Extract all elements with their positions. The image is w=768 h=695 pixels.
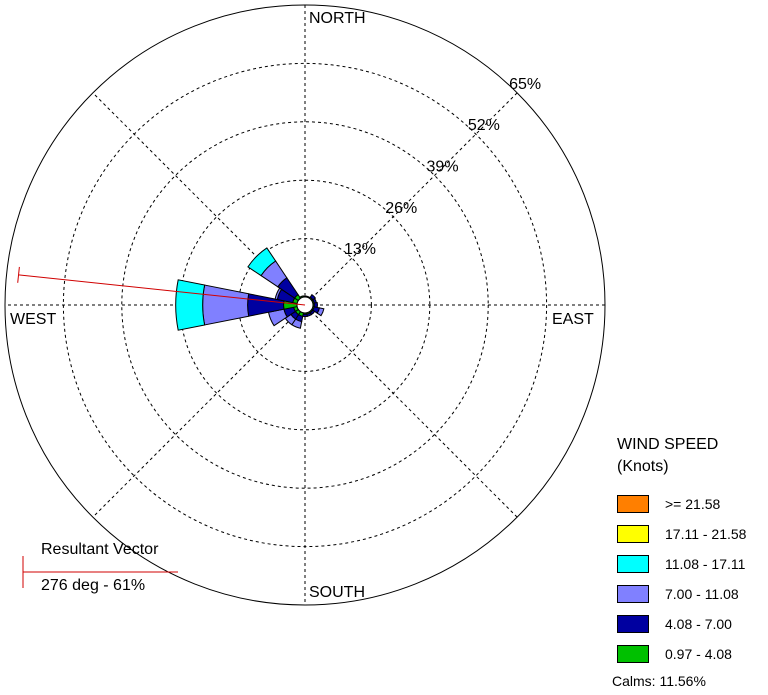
resultant-vector-value: 276 deg - 61%	[41, 577, 146, 594]
legend-swatch	[617, 525, 649, 543]
ring-label: 65%	[509, 76, 541, 93]
petal-w-bin-3	[175, 279, 206, 331]
legend-label: 7.00 - 11.08	[665, 586, 739, 602]
legend-label: 17.11 - 21.58	[665, 526, 747, 542]
resultant-vector-line	[18, 274, 306, 306]
legend-item: 0.97 - 4.08	[617, 644, 732, 664]
legend-label: 11.08 - 17.11	[665, 556, 746, 572]
legend-item: 11.08 - 17.11	[617, 554, 745, 574]
legend-label: >= 21.58	[665, 496, 721, 512]
compass-north-label: NORTH	[309, 10, 366, 27]
legend-item: 17.11 - 21.58	[617, 524, 746, 544]
resultant-vector-title: Resultant Vector	[41, 541, 159, 558]
legend-label: 0.97 - 4.08	[665, 646, 732, 662]
calms-label: Calms: 11.56%	[612, 673, 706, 689]
legend-title: WIND SPEED (Knots)	[617, 434, 718, 478]
petal-nw-bin-3	[247, 247, 277, 277]
ring-label: 26%	[385, 200, 417, 217]
legend-title-text: WIND SPEED	[617, 436, 719, 453]
legend-swatch	[617, 615, 649, 633]
legend-swatch	[617, 495, 649, 513]
compass-west-label: WEST	[10, 311, 57, 328]
ring-labels: 13% 26% 39% 52% 65%	[344, 76, 541, 258]
petal-w-bin-2	[202, 284, 250, 326]
legend-swatch	[617, 645, 649, 663]
legend-item: 4.08 - 7.00	[617, 614, 732, 634]
legend-swatch	[617, 585, 649, 603]
ring-label: 52%	[468, 117, 500, 134]
legend-label: 4.08 - 7.00	[665, 616, 732, 632]
ring-label: 39%	[427, 158, 459, 175]
resultant-vector-tick	[17, 266, 20, 283]
legend-unit-text: (Knots)	[617, 458, 669, 475]
ring-label: 13%	[344, 241, 376, 258]
legend-item: >= 21.58	[617, 494, 720, 514]
compass-south-label: SOUTH	[309, 584, 365, 601]
legend-swatch	[617, 555, 649, 573]
legend-item: 7.00 - 11.08	[617, 584, 739, 604]
petal-ese-bin-2	[316, 307, 325, 317]
resultant-vector	[17, 266, 306, 588]
compass-east-label: EAST	[552, 311, 594, 328]
direction-petals	[175, 247, 325, 331]
